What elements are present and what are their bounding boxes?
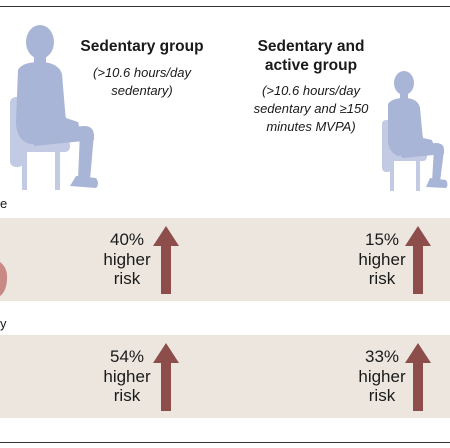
risk-percent: 33% <box>364 347 400 366</box>
sedentary-group-title: Sedentary group <box>80 38 204 55</box>
up-arrow-icon <box>153 226 179 294</box>
risk-text: higher risk <box>103 249 151 289</box>
risk-percent: 54% <box>109 347 145 366</box>
up-arrow-icon <box>153 343 179 411</box>
bottom-rule <box>0 442 450 443</box>
sedentary-group-description: (>10.6 hours/day sedentary) <box>93 65 191 98</box>
risk-text: higher risk <box>358 366 406 406</box>
risk-percent: 15% <box>364 230 400 249</box>
up-arrow-icon <box>405 343 431 411</box>
risk-text: higher risk <box>358 249 406 289</box>
outcome-band <box>0 218 450 301</box>
sedentary-active-group-description: (>10.6 hours/day sedentary and ≥150 minu… <box>253 83 369 134</box>
seated-person-icon <box>382 71 448 191</box>
row-label-fragment: e <box>0 196 8 211</box>
outcome-icon-fragment <box>0 262 8 296</box>
top-rule <box>0 6 450 7</box>
row-label-fragment: y <box>0 316 7 331</box>
up-arrow-icon <box>405 226 431 294</box>
risk-text: higher risk <box>103 366 151 406</box>
outcome-band <box>0 335 450 418</box>
sedentary-active-group-title: Sedentary and active group <box>257 38 365 74</box>
risk-value: 40% higher risk <box>82 230 172 289</box>
risk-value: 33% higher risk <box>337 347 427 406</box>
risk-value: 54% higher risk <box>82 347 172 406</box>
risk-percent: 40% <box>109 230 145 249</box>
seated-person-icon <box>10 25 98 190</box>
risk-value: 15% higher risk <box>337 230 427 289</box>
